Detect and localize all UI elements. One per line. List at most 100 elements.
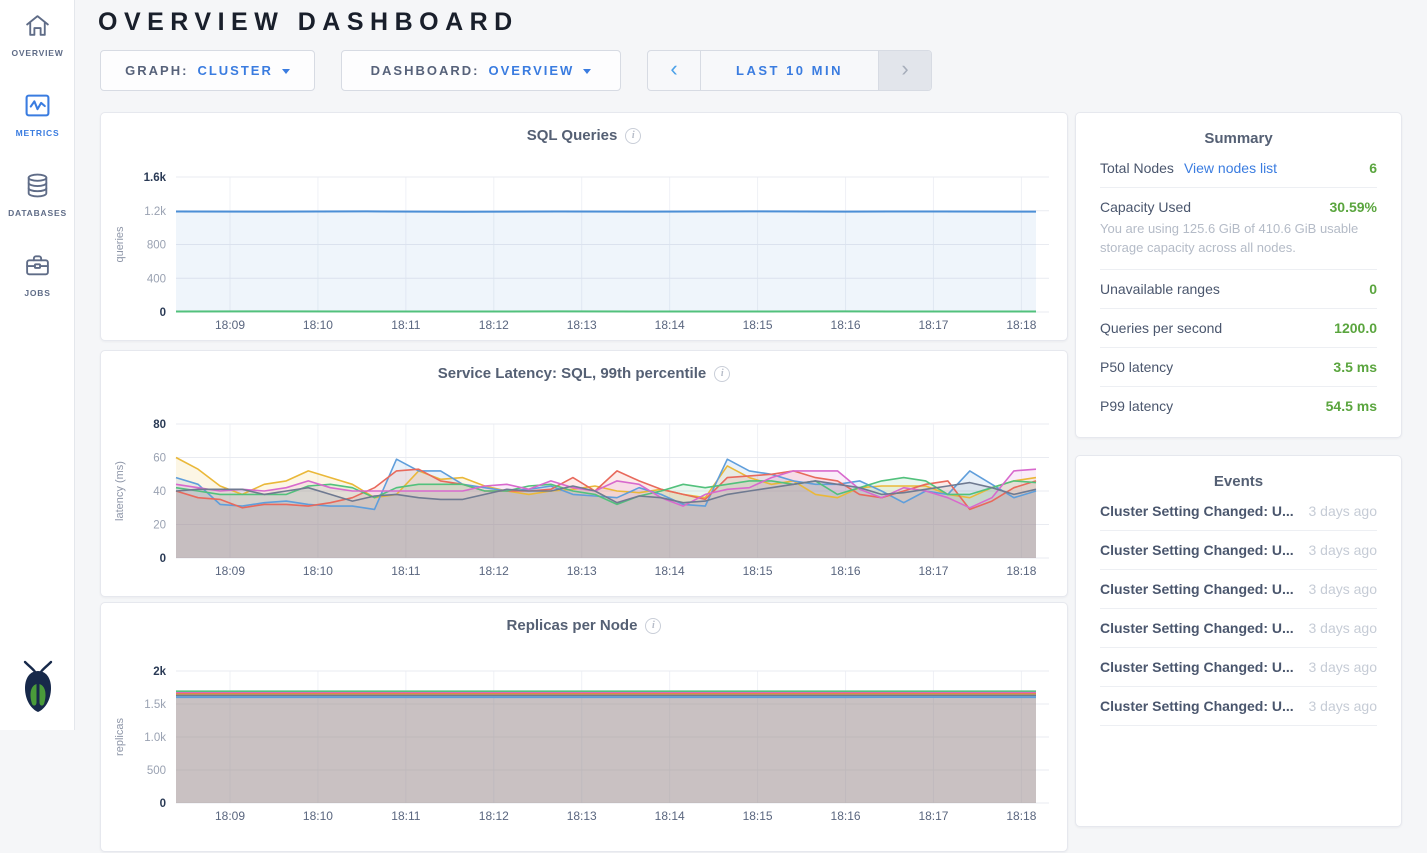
- event-row: Cluster Setting Changed: U... 3 days ago: [1100, 687, 1377, 726]
- svg-text:18:12: 18:12: [479, 564, 509, 578]
- summary-row-label: Total Nodes: [1100, 160, 1174, 176]
- svg-text:18:18: 18:18: [1006, 809, 1036, 823]
- event-timestamp: 3 days ago: [1309, 581, 1378, 597]
- svg-text:60: 60: [153, 453, 166, 465]
- svg-text:18:17: 18:17: [918, 809, 948, 823]
- sidebar-item-label: DATABASES: [0, 208, 75, 218]
- event-timestamp: 3 days ago: [1309, 503, 1378, 519]
- svg-text:0: 0: [160, 553, 166, 565]
- cockroachdb-logo[interactable]: [0, 658, 75, 721]
- page-title: OVERVIEW DASHBOARD: [98, 6, 519, 38]
- svg-text:18:18: 18:18: [1006, 564, 1036, 578]
- summary-row-label: Capacity Used: [1100, 199, 1191, 215]
- summary-row-value: 30.59%: [1330, 199, 1377, 215]
- svg-text:18:15: 18:15: [743, 564, 773, 578]
- svg-text:800: 800: [147, 240, 166, 252]
- summary-row-value: 0: [1369, 281, 1377, 297]
- svg-text:0: 0: [160, 307, 166, 319]
- event-row: Cluster Setting Changed: U...3 days ago: [1100, 609, 1377, 648]
- summary-panel: Summary Total Nodes View nodes list 6 Capac…: [1075, 112, 1402, 438]
- svg-text:queries: queries: [114, 226, 126, 263]
- svg-text:18:09: 18:09: [215, 809, 245, 823]
- svg-text:18:10: 18:10: [303, 809, 333, 823]
- summary-row-label: P99 latency: [1100, 398, 1173, 414]
- database-icon: [24, 186, 51, 203]
- events-title: Events: [1076, 473, 1401, 490]
- event-row: Cluster Setting Changed: U... 3 days ago: [1100, 492, 1377, 531]
- sidebar-item-jobs[interactable]: JOBS: [0, 252, 75, 298]
- home-icon: [24, 26, 51, 43]
- dashboard-dropdown-value: OVERVIEW: [489, 63, 575, 78]
- chevron-right-icon: ›: [901, 58, 908, 80]
- chart-area-series-blue: [176, 211, 1036, 312]
- sidebar-item-metrics[interactable]: METRICS: [0, 92, 75, 138]
- event-text: Cluster Setting Changed: U...: [1100, 698, 1294, 714]
- svg-text:18:11: 18:11: [391, 564, 420, 578]
- dashboard-dropdown-label: DASHBOARD:: [371, 63, 480, 78]
- sidebar-item-label: OVERVIEW: [0, 48, 75, 58]
- view-nodes-list-link[interactable]: View nodes list: [1184, 160, 1277, 176]
- svg-text:18:16: 18:16: [831, 564, 861, 578]
- svg-text:18:13: 18:13: [567, 318, 597, 332]
- svg-text:18:10: 18:10: [303, 564, 333, 578]
- summary-row-label: P50 latency: [1100, 359, 1173, 375]
- svg-text:1.0k: 1.0k: [144, 732, 166, 744]
- summary-row-value: 6: [1369, 160, 1377, 176]
- event-text: Cluster Setting Changed: U...: [1100, 620, 1294, 636]
- svg-text:1.6k: 1.6k: [144, 172, 167, 184]
- graph-dropdown[interactable]: GRAPH: CLUSTER: [100, 50, 315, 91]
- event-text: Cluster Setting Changed: U...: [1100, 581, 1294, 597]
- svg-text:18:11: 18:11: [391, 318, 420, 332]
- summary-title: Summary: [1076, 130, 1401, 147]
- svg-text:18:14: 18:14: [655, 318, 685, 332]
- svg-text:18:11: 18:11: [391, 809, 420, 823]
- svg-text:18:13: 18:13: [567, 809, 597, 823]
- event-row: Cluster Setting Changed: U... 3 days ago: [1100, 570, 1377, 609]
- event-row: Cluster Setting Changed: U...3 days ago: [1100, 531, 1377, 570]
- sidebar: OVERVIEW METRICS DATABASES JOBS: [0, 0, 75, 730]
- event-rows: Cluster Setting Changed: U... 3 days ago C…: [1100, 492, 1377, 726]
- briefcase-icon: [24, 266, 51, 283]
- svg-text:replicas: replicas: [114, 718, 126, 756]
- svg-text:18:17: 18:17: [918, 318, 948, 332]
- svg-text:18:14: 18:14: [655, 564, 685, 578]
- events-panel: Events Cluster Setting Changed: U... 3 da…: [1075, 455, 1402, 827]
- sidebar-item-databases[interactable]: DATABASES: [0, 172, 75, 218]
- svg-text:18:16: 18:16: [831, 318, 861, 332]
- event-timestamp: 3 days ago: [1309, 659, 1378, 675]
- graph-dropdown-label: GRAPH:: [125, 63, 188, 78]
- svg-text:80: 80: [153, 419, 166, 431]
- sidebar-item-label: JOBS: [0, 288, 75, 298]
- svg-text:18:10: 18:10: [303, 318, 333, 332]
- event-text: Cluster Setting Changed: U...: [1100, 503, 1294, 519]
- sidebar-item-label: METRICS: [0, 128, 75, 138]
- dashboard-dropdown[interactable]: DASHBOARD: OVERVIEW: [341, 50, 621, 91]
- caret-down-icon: [583, 69, 591, 74]
- svg-text:18:16: 18:16: [831, 809, 861, 823]
- sidebar-item-overview[interactable]: OVERVIEW: [0, 12, 75, 58]
- svg-text:18:15: 18:15: [743, 809, 773, 823]
- chevron-left-icon: ‹: [670, 58, 677, 80]
- event-row: Cluster Setting Changed: U...3 days ago: [1100, 648, 1377, 687]
- summary-rows: Total Nodes View nodes list 6 Capacity Used…: [1100, 149, 1377, 425]
- svg-text:18:17: 18:17: [918, 564, 948, 578]
- time-range-prev-button[interactable]: ‹: [648, 51, 701, 90]
- chart-area-series-blue: [176, 697, 1036, 803]
- event-timestamp: 3 days ago: [1309, 698, 1378, 714]
- svg-text:1.2k: 1.2k: [144, 206, 166, 218]
- svg-text:18:12: 18:12: [479, 809, 509, 823]
- chart-card-service-latency: Service Latency: SQL, 99th percentile i …: [100, 350, 1068, 597]
- event-text: Cluster Setting Changed: U...: [1100, 542, 1294, 558]
- svg-text:2k: 2k: [153, 666, 166, 678]
- time-range-next-button[interactable]: ›: [878, 51, 931, 90]
- time-range-label[interactable]: LAST 10 MIN: [701, 51, 878, 90]
- caret-down-icon: [282, 69, 290, 74]
